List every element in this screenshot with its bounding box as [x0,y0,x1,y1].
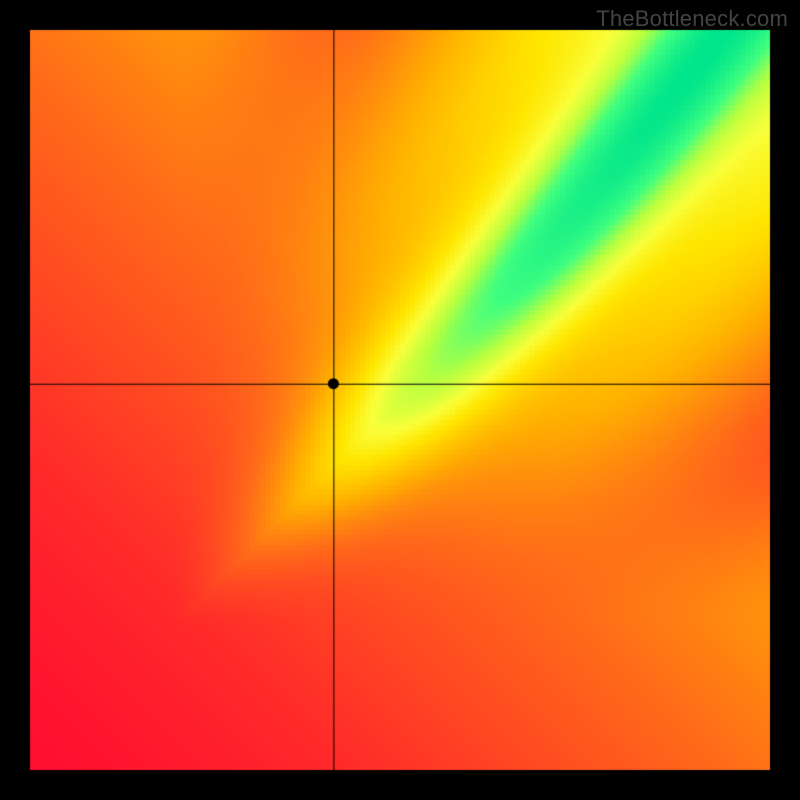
watermark-text: TheBottleneck.com [596,6,788,32]
bottleneck-heatmap-canvas [0,0,800,800]
chart-container: TheBottleneck.com [0,0,800,800]
